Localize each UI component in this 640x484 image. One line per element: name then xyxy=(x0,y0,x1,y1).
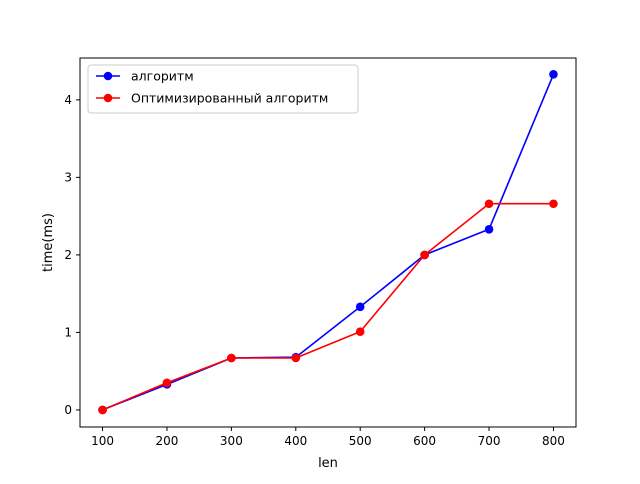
x-axis-label: len xyxy=(318,456,338,471)
y-tick-label: 1 xyxy=(64,325,72,339)
data-point xyxy=(355,327,365,336)
legend-item: Оптимизированный алгоритм xyxy=(96,91,328,106)
x-tick-label: 800 xyxy=(542,434,565,448)
legend-item: алгоритм xyxy=(96,69,194,84)
x-tick-label: 600 xyxy=(413,434,436,448)
y-tick-label: 0 xyxy=(64,403,72,417)
legend-marker xyxy=(103,93,113,103)
y-tick-label: 4 xyxy=(64,93,72,107)
y-axis-ticks: 0 1 2 3 4 xyxy=(64,93,80,417)
legend-label: Оптимизированный алгоритм xyxy=(131,91,328,106)
x-tick-label: 400 xyxy=(284,434,307,448)
x-tick-label: 500 xyxy=(349,434,372,448)
data-point xyxy=(291,353,301,363)
plot-frame xyxy=(79,57,577,428)
series-layer xyxy=(98,69,558,415)
data-point xyxy=(162,378,172,388)
data-point xyxy=(355,302,365,312)
x-tick-label: 200 xyxy=(156,434,179,448)
data-point xyxy=(549,199,558,209)
data-point xyxy=(98,405,107,415)
data-point xyxy=(484,199,494,209)
data-point xyxy=(420,250,429,260)
x-tick-label: 300 xyxy=(220,434,243,448)
data-point xyxy=(484,225,494,234)
x-tick-label: 100 xyxy=(91,434,114,448)
legend: алгоритм Оптимизированный алгоритм xyxy=(87,64,359,114)
legend-marker xyxy=(103,71,113,81)
series-line xyxy=(102,202,554,411)
data-point xyxy=(549,69,558,79)
y-axis-label: time(ms) xyxy=(41,213,56,272)
y-tick-label: 2 xyxy=(64,248,72,262)
series-line xyxy=(102,73,555,411)
legend-box xyxy=(87,64,359,114)
x-axis-ticks: 100 200 300 400 500 600 700 800 xyxy=(91,427,565,448)
legend-label: алгоритм xyxy=(131,69,194,84)
series-2 xyxy=(98,199,558,415)
y-tick-label: 3 xyxy=(64,170,72,184)
data-point xyxy=(227,353,236,363)
x-tick-label: 700 xyxy=(478,434,501,448)
